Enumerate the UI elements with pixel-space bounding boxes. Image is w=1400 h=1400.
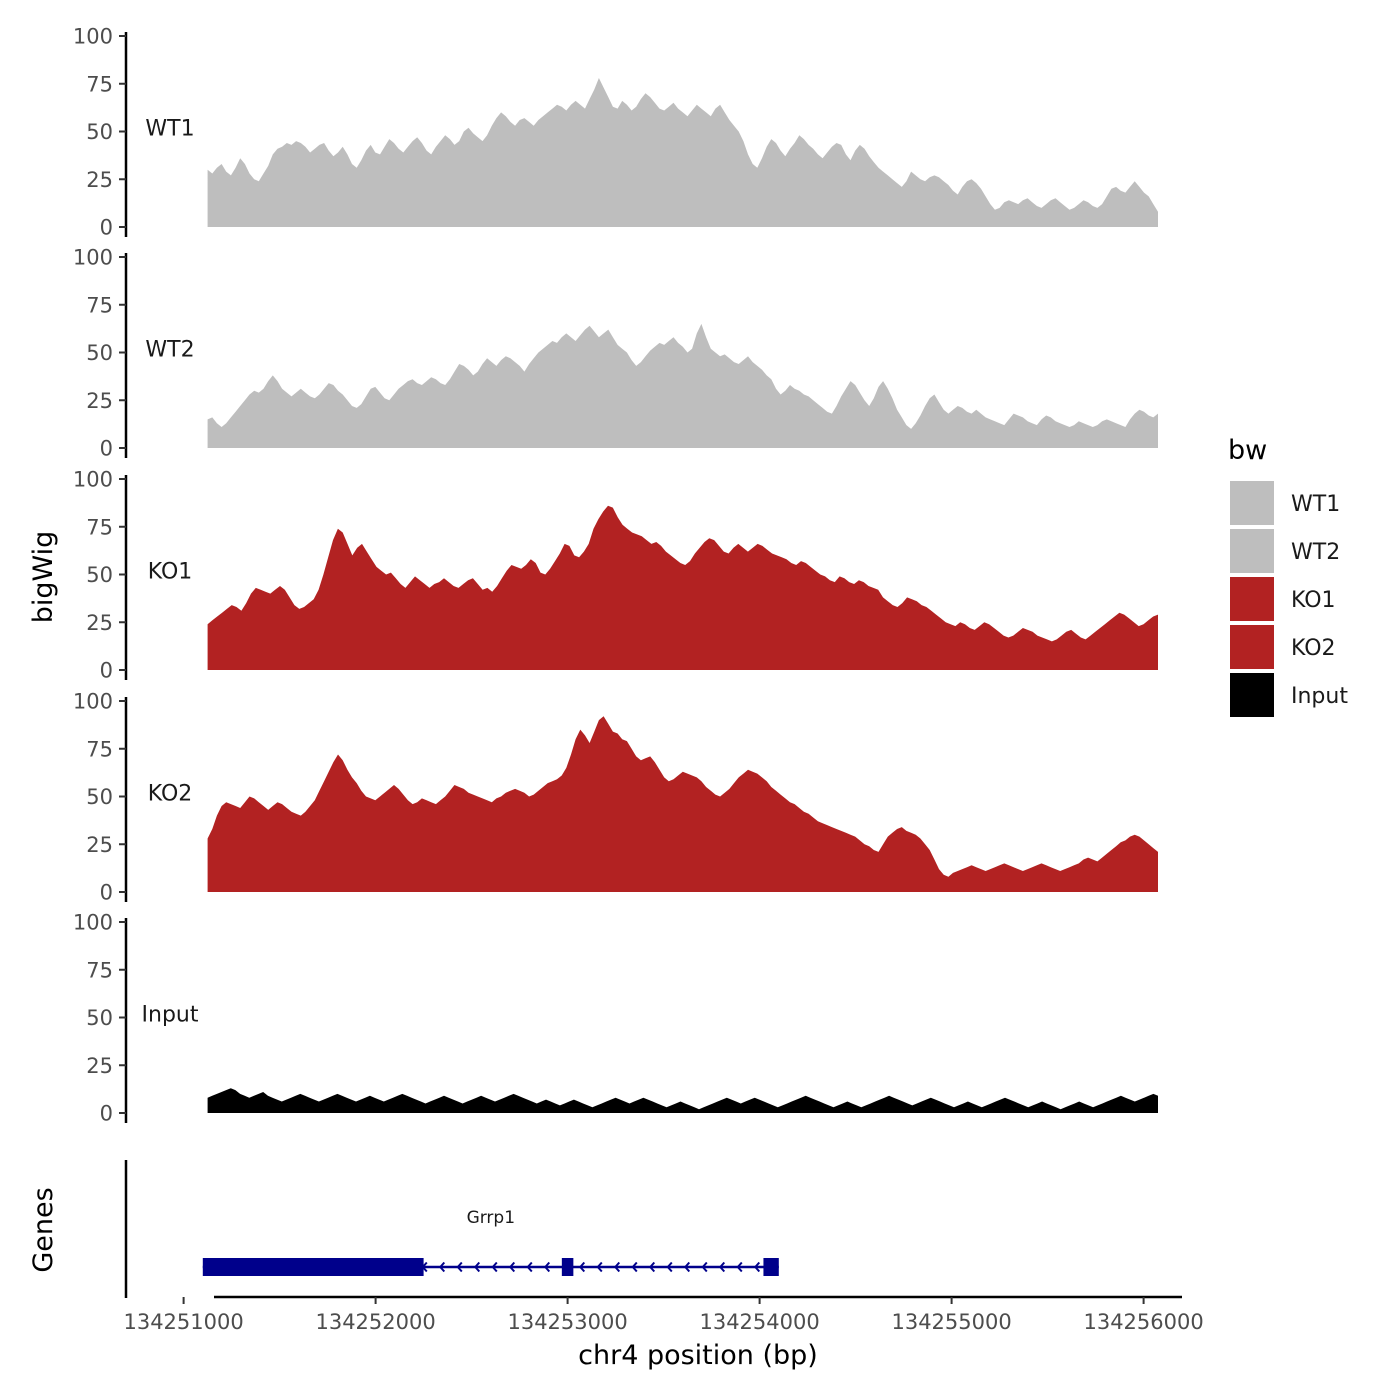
- gene-exon: [561, 1258, 574, 1276]
- y-tick-label: 75: [86, 293, 113, 317]
- y-tick-label: 100: [73, 911, 113, 935]
- legend: bw WT1 WT2 KO1 KO2 Input: [1228, 435, 1348, 717]
- track-label-ko1: KO1: [148, 560, 193, 585]
- legend-label: WT1: [1291, 492, 1340, 517]
- x-tick-label: 134251000: [123, 1310, 243, 1334]
- legend-swatch: [1230, 673, 1274, 717]
- track-ko2: 0 25 50 75 100 KO2: [73, 690, 1159, 905]
- y-tick-label: 25: [86, 168, 113, 192]
- legend-swatch: [1230, 481, 1274, 525]
- legend-label: WT2: [1291, 540, 1340, 565]
- legend-item-ko1: KO1: [1230, 577, 1336, 621]
- strand-arrow: [718, 1261, 726, 1273]
- strand-arrow: [613, 1261, 621, 1273]
- y-tick-label: 0: [100, 437, 113, 461]
- y-tick-label: 50: [86, 120, 113, 144]
- strand-arrow: [701, 1261, 708, 1273]
- y-tick-label: 100: [73, 468, 113, 492]
- x-tick-label: 134256000: [1083, 1310, 1203, 1334]
- legend-swatch: [1230, 529, 1274, 573]
- strand-arrow: [753, 1261, 761, 1273]
- strand-arrow: [456, 1261, 463, 1273]
- strand-arrow: [491, 1261, 498, 1273]
- y-axis-title: bigWig: [28, 531, 59, 624]
- track-label-wt2: WT2: [145, 338, 194, 363]
- legend-item-input: Input: [1230, 673, 1348, 717]
- legend-item-ko2: KO2: [1230, 625, 1336, 669]
- x-tick-label: 134254000: [699, 1310, 819, 1334]
- y-tick-label: 100: [73, 690, 113, 714]
- x-tick-label: 134253000: [507, 1310, 627, 1334]
- y-tick-label: 0: [100, 659, 113, 683]
- strand-arrow: [438, 1261, 446, 1273]
- legend-swatch: [1230, 577, 1274, 621]
- y-tick-label: 0: [100, 881, 113, 905]
- strand-arrow: [578, 1261, 586, 1273]
- gene-exon: [202, 1258, 424, 1276]
- y-tick-label: 50: [86, 785, 113, 809]
- y-tick-label: 25: [86, 389, 113, 413]
- genes-panel-title: Genes: [28, 1187, 59, 1272]
- y-tick-label: 100: [73, 25, 113, 49]
- signal-area-ko1: [207, 505, 1159, 670]
- y-tick-label: 50: [86, 341, 113, 365]
- y-tick-label: 0: [100, 216, 113, 240]
- x-tick-label: 134255000: [891, 1310, 1011, 1334]
- signal-area-ko2: [207, 716, 1159, 892]
- track-label-ko2: KO2: [148, 782, 193, 807]
- strand-arrow: [473, 1261, 481, 1273]
- legend-swatch: [1230, 625, 1274, 669]
- track-label-input: Input: [142, 1003, 199, 1028]
- legend-label: KO2: [1291, 636, 1336, 661]
- legend-item-wt1: WT1: [1230, 481, 1340, 525]
- track-label-wt1: WT1: [145, 117, 194, 142]
- strand-arrow: [543, 1261, 551, 1273]
- x-tick-label: 134252000: [315, 1310, 435, 1334]
- strand-arrow: [666, 1261, 673, 1273]
- signal-area-wt2: [207, 323, 1159, 448]
- y-tick-label: 100: [73, 246, 113, 270]
- legend-label: Input: [1291, 684, 1348, 709]
- x-axis-title: chr4 position (bp): [578, 1340, 818, 1371]
- y-tick-label: 25: [86, 611, 113, 635]
- y-tick-label: 25: [86, 1054, 113, 1078]
- strand-arrow: [631, 1261, 638, 1273]
- tracks: 0255075100WT10255075100WT20255075100KO10…: [73, 25, 1159, 1126]
- track-wt2: 0 25 50 75 100 WT2: [73, 246, 1159, 461]
- x-axis: 134251000 134252000 134253000 134254000 1342…: [123, 1295, 1204, 1334]
- strand-arrow: [596, 1261, 603, 1273]
- signal-area-input: [207, 1088, 1159, 1113]
- track-wt1: 0 25 50 75 100 WT1: [73, 25, 1159, 240]
- legend-item-wt2: WT2: [1230, 529, 1340, 573]
- track-input: 0 25 50 75 100 Input: [73, 911, 1159, 1126]
- track-ko1: 0 25 50 75 100 KO1: [73, 468, 1159, 683]
- gene-label: Grrp1: [467, 1208, 515, 1228]
- gene-grrp1: Grrp1: [202, 1208, 779, 1276]
- legend-title: bw: [1228, 435, 1267, 466]
- strand-arrow: [526, 1261, 533, 1273]
- y-tick-label: 50: [86, 563, 113, 587]
- y-tick-label: 75: [86, 515, 113, 539]
- y-tick-label: 75: [86, 72, 113, 96]
- strand-arrow: [683, 1261, 691, 1273]
- y-tick-label: 75: [86, 958, 113, 982]
- y-tick-label: 50: [86, 1006, 113, 1030]
- signal-area-wt1: [207, 78, 1159, 227]
- strand-arrow: [648, 1261, 656, 1273]
- genes-panel: Grrp1: [124, 1160, 779, 1298]
- y-tick-label: 75: [86, 737, 113, 761]
- strand-arrow: [508, 1261, 516, 1273]
- legend-label: KO1: [1291, 588, 1336, 613]
- y-tick-label: 25: [86, 833, 113, 857]
- gene-exon: [763, 1258, 779, 1276]
- strand-arrow: [736, 1261, 743, 1273]
- y-tick-label: 0: [100, 1102, 113, 1126]
